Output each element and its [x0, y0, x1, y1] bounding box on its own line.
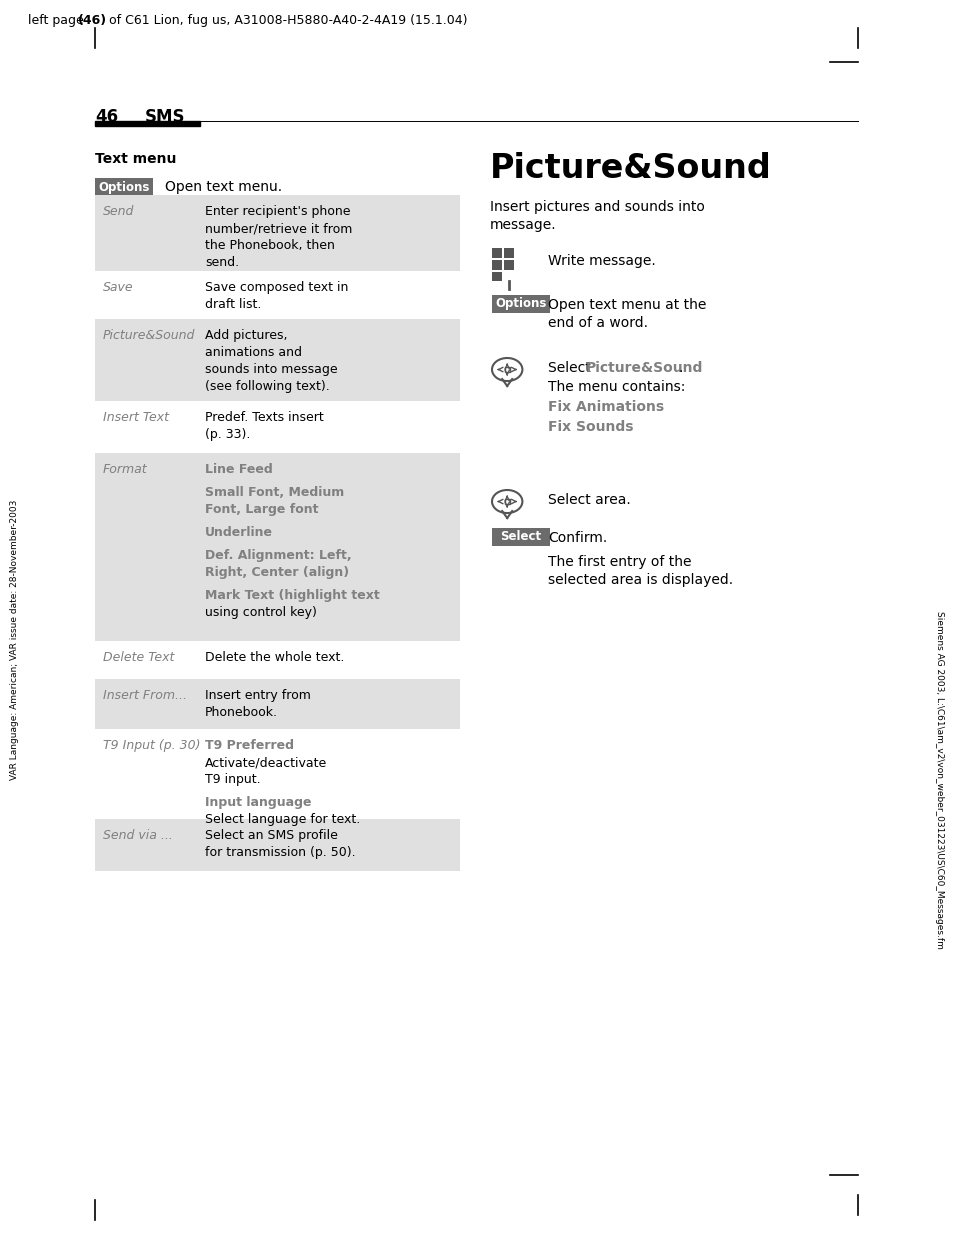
Bar: [492, 260, 501, 269]
Bar: [95, 454, 459, 640]
Text: The menu contains:: The menu contains:: [547, 380, 684, 394]
Text: draft list.: draft list.: [205, 298, 261, 312]
Text: Fix Animations: Fix Animations: [547, 400, 663, 414]
Bar: [95, 640, 459, 679]
Text: Siemens AG 2003, L:\C61\am_v2\von_weber_031223\US\C60_Messages.fm: Siemens AG 2003, L:\C61\am_v2\von_weber_…: [935, 611, 943, 949]
Text: Activate/deactivate: Activate/deactivate: [205, 756, 327, 769]
Text: Delete the whole text.: Delete the whole text.: [205, 650, 344, 664]
Bar: [492, 248, 501, 258]
Text: animations and: animations and: [205, 346, 302, 359]
Bar: [95, 178, 152, 196]
Text: Options: Options: [495, 298, 546, 310]
Text: Underline: Underline: [205, 526, 273, 540]
Text: Def. Alignment: Left,: Def. Alignment: Left,: [205, 549, 352, 562]
Text: T9 Preferred: T9 Preferred: [205, 739, 294, 753]
Text: Small Font, Medium: Small Font, Medium: [205, 486, 344, 498]
Text: Select an SMS profile: Select an SMS profile: [205, 829, 337, 842]
Bar: [95, 679, 459, 729]
Text: Delete Text: Delete Text: [103, 650, 174, 664]
Text: for transmission (p. 50).: for transmission (p. 50).: [205, 846, 355, 858]
Bar: [492, 295, 550, 313]
Text: Send via ...: Send via ...: [103, 829, 172, 842]
Text: sounds into message: sounds into message: [205, 363, 337, 376]
Text: Open text menu at the: Open text menu at the: [547, 298, 705, 312]
Text: Picture&Sound: Picture&Sound: [490, 152, 771, 184]
Text: SMS: SMS: [145, 108, 185, 126]
Bar: [503, 260, 513, 269]
Text: Insert entry from: Insert entry from: [205, 689, 311, 701]
Text: selected area is displayed.: selected area is displayed.: [547, 573, 732, 587]
Text: Select: Select: [500, 531, 541, 543]
Text: Insert Text: Insert Text: [103, 411, 169, 424]
Bar: [95, 319, 459, 401]
Text: (p. 33).: (p. 33).: [205, 427, 250, 441]
Bar: [504, 498, 509, 505]
Text: Font, Large font: Font, Large font: [205, 503, 318, 516]
Text: Write message.: Write message.: [547, 254, 655, 268]
Text: left page: left page: [28, 14, 88, 27]
Text: Confirm.: Confirm.: [547, 531, 607, 545]
Text: Select: Select: [547, 361, 595, 375]
Text: Line Feed: Line Feed: [205, 464, 273, 476]
Text: Format: Format: [103, 464, 148, 476]
Text: T9 Input (p. 30): T9 Input (p. 30): [103, 739, 200, 753]
Text: Right, Center (align): Right, Center (align): [205, 566, 349, 579]
Text: using control key): using control key): [205, 606, 316, 619]
Bar: [95, 729, 459, 819]
Text: Insert pictures and sounds into: Insert pictures and sounds into: [490, 201, 704, 214]
Text: Fix Sounds: Fix Sounds: [547, 420, 633, 434]
Text: Add pictures,: Add pictures,: [205, 329, 287, 341]
Text: message.: message.: [490, 218, 556, 232]
Text: Mark Text (highlight text: Mark Text (highlight text: [205, 589, 379, 602]
Text: Predef. Texts insert: Predef. Texts insert: [205, 411, 323, 424]
Text: VAR Language: American; VAR issue date: 28-November-2003: VAR Language: American; VAR issue date: …: [10, 500, 19, 780]
Text: (46): (46): [78, 14, 107, 27]
Text: Input language: Input language: [205, 796, 312, 809]
Text: Enter recipient's phone: Enter recipient's phone: [205, 206, 350, 218]
Bar: [492, 528, 550, 546]
Bar: [95, 196, 459, 270]
Bar: [492, 272, 501, 282]
Bar: [95, 401, 459, 454]
Bar: [95, 819, 459, 871]
Text: .: .: [679, 361, 682, 375]
Text: Select language for text.: Select language for text.: [205, 812, 360, 826]
Text: send.: send.: [205, 255, 239, 269]
Bar: [95, 121, 200, 126]
Bar: [504, 368, 509, 373]
Text: Send: Send: [103, 206, 134, 218]
Text: The first entry of the: The first entry of the: [547, 554, 691, 569]
Text: the Phonebook, then: the Phonebook, then: [205, 239, 335, 252]
Text: Options: Options: [98, 181, 150, 193]
Text: Phonebook.: Phonebook.: [205, 706, 277, 719]
Text: Text menu: Text menu: [95, 152, 176, 166]
Bar: [95, 270, 459, 319]
Bar: [503, 248, 513, 258]
Text: Insert From...: Insert From...: [103, 689, 187, 701]
Text: Picture&Sound: Picture&Sound: [103, 329, 195, 341]
Text: Open text menu.: Open text menu.: [165, 179, 282, 194]
Text: of C61 Lion, fug us, A31008-H5880-A40-2-4A19 (15.1.04): of C61 Lion, fug us, A31008-H5880-A40-2-…: [105, 14, 467, 27]
Text: 46: 46: [95, 108, 118, 126]
Text: end of a word.: end of a word.: [547, 316, 647, 330]
Text: (see following text).: (see following text).: [205, 380, 330, 392]
Text: Save composed text in: Save composed text in: [205, 282, 348, 294]
Text: T9 input.: T9 input.: [205, 773, 260, 786]
Text: number/retrieve it from: number/retrieve it from: [205, 222, 352, 235]
Text: Select area.: Select area.: [547, 493, 630, 507]
Text: Picture&Sound: Picture&Sound: [585, 361, 702, 375]
Text: Save: Save: [103, 282, 133, 294]
